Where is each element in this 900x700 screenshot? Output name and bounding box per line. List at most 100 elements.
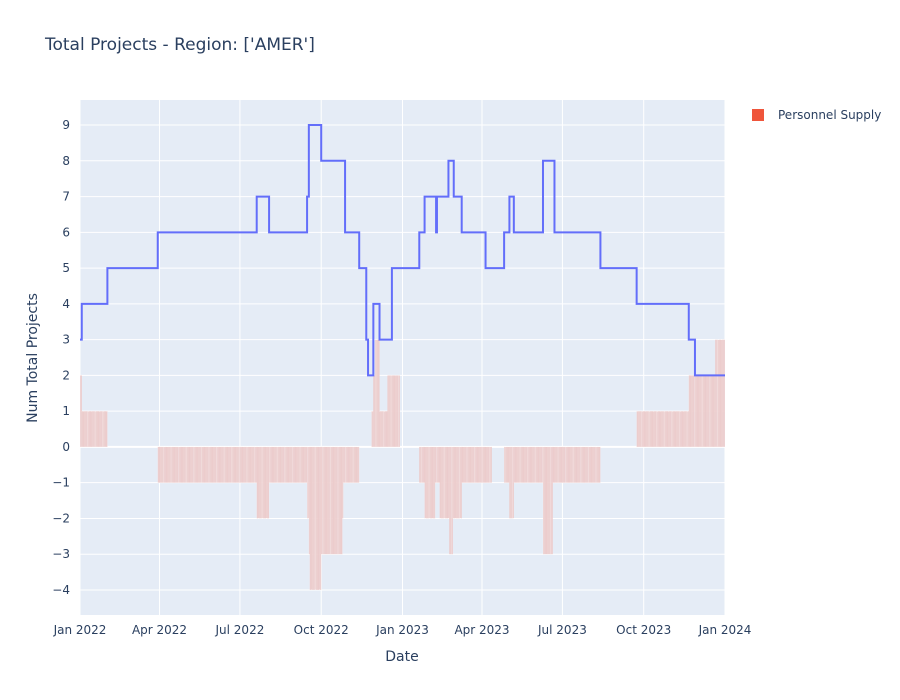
personnel-supply-bar — [318, 446, 320, 591]
personnel-supply-bar — [182, 446, 184, 483]
personnel-supply-bar — [217, 446, 219, 483]
personnel-supply-bar — [463, 446, 465, 483]
personnel-supply-bar — [637, 411, 639, 447]
personnel-supply-bar — [331, 446, 333, 555]
personnel-supply-bar — [517, 446, 519, 483]
personnel-supply-bar — [322, 446, 324, 555]
personnel-supply-bar — [473, 446, 476, 483]
personnel-supply-bar — [336, 446, 338, 555]
personnel-supply-bar — [441, 446, 443, 519]
personnel-supply-bar — [279, 446, 281, 483]
personnel-supply-bar — [215, 446, 217, 483]
personnel-supply-bar — [221, 446, 223, 483]
personnel-supply-bar — [211, 446, 213, 483]
personnel-supply-bar — [188, 446, 190, 483]
personnel-supply-bar — [290, 446, 292, 483]
personnel-supply-bar — [481, 446, 483, 483]
personnel-supply-bar — [162, 446, 164, 483]
personnel-supply-bar — [275, 446, 277, 483]
personnel-supply-bar — [344, 446, 347, 483]
personnel-supply-bar — [171, 446, 173, 483]
personnel-supply-bar — [329, 446, 331, 555]
personnel-supply-bar — [80, 375, 82, 447]
personnel-supply-bar — [282, 446, 284, 483]
personnel-supply-bar — [717, 339, 719, 447]
personnel-supply-bar — [210, 446, 212, 483]
personnel-supply-bar — [307, 446, 309, 519]
personnel-supply-bar — [159, 446, 161, 483]
personnel-supply-bar — [443, 446, 445, 519]
personnel-supply-bar — [209, 446, 211, 483]
y-tick-label: 9 — [62, 118, 70, 132]
personnel-supply-bar — [478, 446, 480, 483]
personnel-supply-bar — [339, 446, 341, 555]
personnel-supply-bar — [446, 446, 448, 519]
personnel-supply-bar — [160, 446, 162, 483]
personnel-supply-bar — [509, 446, 511, 519]
personnel-supply-bar — [422, 446, 424, 483]
personnel-supply-bar — [385, 411, 387, 447]
personnel-supply-bar — [529, 446, 531, 483]
personnel-supply-bar — [551, 446, 553, 555]
personnel-supply-bar — [548, 446, 550, 555]
personnel-supply-bar — [574, 446, 576, 483]
personnel-supply-bar — [321, 446, 323, 555]
personnel-supply-bar — [659, 411, 661, 447]
personnel-supply-bar — [423, 446, 425, 483]
personnel-supply-bar — [587, 446, 589, 483]
personnel-supply-bar — [655, 411, 657, 447]
personnel-supply-bar — [165, 446, 167, 483]
personnel-supply-bar — [327, 446, 329, 555]
y-tick-label: 8 — [62, 154, 70, 168]
personnel-supply-bar — [420, 446, 422, 483]
personnel-supply-bar — [349, 446, 351, 483]
personnel-supply-bar — [269, 446, 271, 483]
personnel-supply-bar — [236, 446, 238, 483]
personnel-supply-bar — [534, 446, 536, 483]
personnel-supply-bar — [313, 446, 315, 591]
personnel-supply-bar — [90, 411, 92, 447]
personnel-supply-bar — [85, 411, 87, 447]
personnel-supply-bar — [175, 446, 177, 483]
personnel-supply-bar — [106, 411, 108, 447]
personnel-supply-bar — [213, 446, 215, 483]
personnel-supply-bar — [95, 411, 97, 447]
x-tick-label: Apr 2022 — [132, 623, 187, 637]
personnel-supply-bar — [270, 446, 272, 483]
personnel-supply-bar — [454, 446, 456, 519]
personnel-supply-bar — [569, 446, 571, 483]
personnel-supply-bar — [471, 446, 473, 483]
personnel-supply-bar — [222, 446, 224, 483]
personnel-supply-bar — [169, 446, 171, 483]
personnel-supply-bar — [219, 446, 221, 483]
personnel-supply-bar — [185, 446, 187, 483]
personnel-supply-bar — [573, 446, 575, 483]
personnel-supply-bar — [689, 375, 691, 447]
personnel-supply-bar — [284, 446, 286, 483]
personnel-supply-bar — [328, 446, 330, 555]
personnel-supply-bar — [567, 446, 569, 483]
personnel-supply-bar — [675, 411, 677, 447]
personnel-supply-bar — [663, 411, 665, 447]
personnel-supply-bar — [258, 446, 260, 519]
personnel-supply-bar — [435, 446, 437, 483]
legend[interactable]: Personnel Supply — [752, 108, 881, 122]
personnel-supply-bar — [81, 411, 83, 447]
personnel-supply-bar — [196, 446, 198, 483]
personnel-supply-bar — [687, 411, 689, 447]
personnel-supply-bar — [157, 446, 159, 483]
personnel-supply-bar — [469, 446, 471, 483]
personnel-supply-bar — [440, 446, 442, 519]
personnel-supply-bar — [291, 446, 293, 483]
personnel-supply-bar — [555, 446, 557, 483]
personnel-supply-bar — [647, 411, 649, 447]
personnel-supply-bar — [322, 446, 324, 555]
personnel-supply-bar — [252, 446, 254, 483]
personnel-supply-bar — [668, 411, 670, 447]
personnel-supply-bar — [173, 446, 175, 483]
personnel-supply-bar — [706, 375, 708, 447]
personnel-supply-bar — [515, 446, 517, 483]
personnel-supply-bar — [200, 446, 203, 483]
personnel-supply-bar — [671, 411, 673, 447]
